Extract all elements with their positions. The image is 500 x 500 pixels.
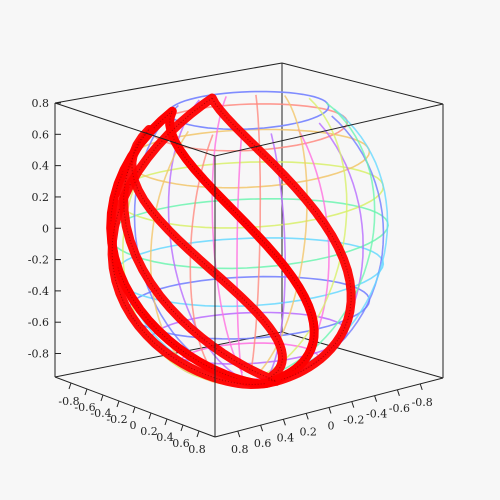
y-tick-label: -0.6 (389, 402, 410, 415)
z-tick-label: 0 (42, 222, 49, 235)
box-edge (214, 103, 444, 157)
z-tick-label: -0.4 (28, 285, 49, 298)
z-tick-label: 0.8 (32, 97, 50, 110)
z-tick-label: 0.2 (32, 191, 50, 204)
y-tick (396, 389, 400, 396)
box-edge (54, 62, 283, 104)
meridian (211, 96, 244, 374)
box-edge (281, 331, 444, 379)
x-tick-label: 0.8 (188, 443, 206, 456)
z-tick-label: 0.4 (32, 160, 50, 173)
y-tick (351, 401, 355, 408)
box-edge (281, 62, 444, 105)
front-right-axis: 0.8 0.6 0.4 0.2 0 -0.2 -0.4 -0.6 -0.8 (231, 383, 433, 456)
x-tick (148, 412, 152, 420)
y-tick-label: -0.8 (412, 396, 433, 409)
y-tick (282, 419, 286, 426)
z-tick-label: 0.6 (32, 128, 50, 141)
y-tick-label: 0.4 (277, 431, 295, 444)
x-tick-label: -0.4 (90, 407, 111, 420)
y-tick (419, 383, 423, 391)
red-tube-texture (123, 129, 283, 382)
x-tick (132, 406, 136, 414)
x-tick-label: 0.6 (172, 437, 190, 450)
red-tube-curves (106, 93, 356, 390)
x-tick-label: 0.2 (140, 425, 158, 438)
y-tick (328, 407, 332, 414)
x-tick (68, 382, 72, 390)
z-axis: 0.8 0.6 0.4 0.2 0 -0.2 -0.4 -0.6 -0.8 (28, 97, 61, 361)
x-tick (180, 424, 184, 432)
y-tick-label: 0.8 (231, 443, 249, 456)
front-left-axis: -0.8-0.6-0.4-0.2 0 0.20.40.60.8 (58, 382, 206, 456)
x-tick (196, 430, 200, 438)
box-edge (54, 102, 216, 157)
z-tick-label: -0.8 (28, 348, 49, 361)
x-tick-label: -0.2 (106, 413, 127, 426)
y-tick-label: -0.4 (366, 408, 387, 421)
x-tick (164, 418, 168, 426)
x-tick-label: -0.8 (58, 395, 79, 408)
y-tick-label: 0.2 (299, 425, 317, 438)
z-tick-label: -0.6 (28, 316, 49, 329)
x-tick (100, 394, 104, 402)
meridian (236, 135, 248, 387)
y-tick (260, 425, 264, 432)
meridian (271, 115, 385, 381)
meridian (265, 97, 348, 375)
x-tick-label: -0.6 (74, 401, 95, 414)
y-tick (305, 413, 309, 420)
x-tick-label: 0.4 (156, 431, 174, 444)
y-tick (237, 430, 241, 438)
y-tick-label: 0.6 (254, 437, 272, 450)
x-tick (84, 388, 88, 396)
y-tick (374, 395, 378, 402)
x-tick (116, 400, 120, 408)
y-tick-label: -0.2 (343, 414, 364, 427)
x-tick-label: 0 (130, 419, 137, 432)
z-tick-label: -0.2 (28, 254, 49, 267)
y-tick-label: 0 (328, 420, 335, 433)
